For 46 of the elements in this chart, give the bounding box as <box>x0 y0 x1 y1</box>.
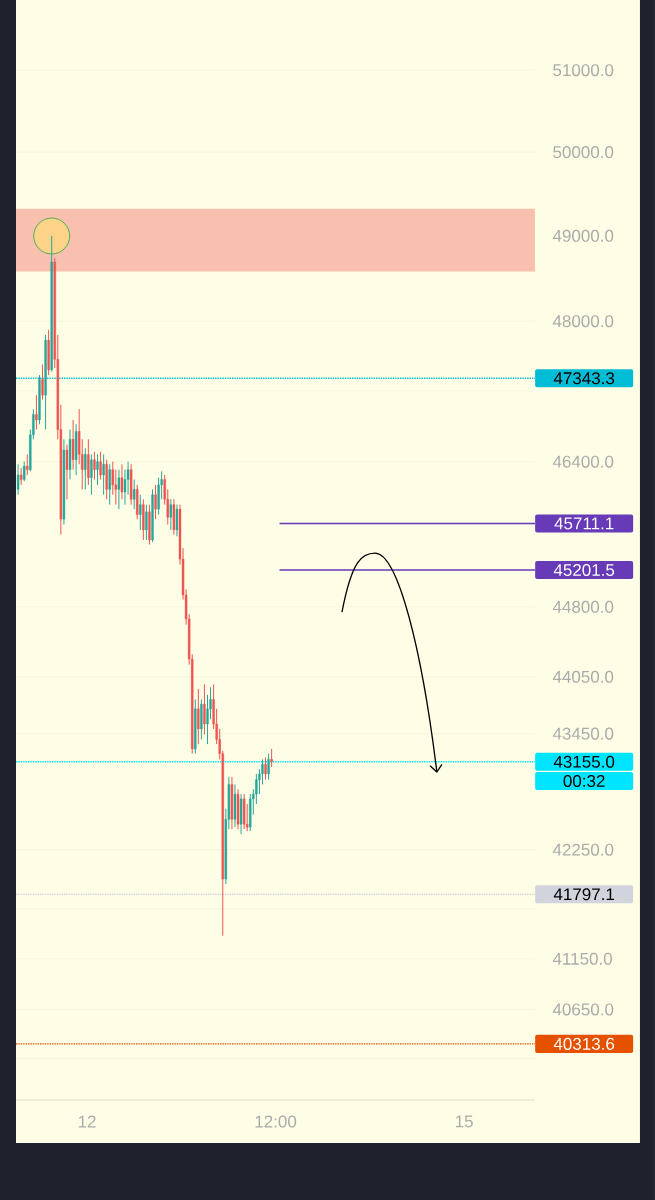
candlestick <box>84 447 87 490</box>
candlestick <box>23 461 26 482</box>
y-tick-label: 43450.0 <box>552 727 614 740</box>
ref-line-label: 41797.1 <box>553 888 615 901</box>
candlestick <box>154 484 157 520</box>
y-tick-label: 50000.0 <box>553 146 614 159</box>
candlestick <box>270 748 273 768</box>
candlestick <box>264 756 267 781</box>
candlestick <box>99 451 102 480</box>
candlestick <box>71 419 75 471</box>
candlestick <box>120 463 124 500</box>
candlestick <box>65 444 69 500</box>
candlestick <box>102 453 105 496</box>
ref-line-label: 45711.1 <box>554 517 614 530</box>
candlestick <box>87 438 90 486</box>
candlestick <box>35 394 38 431</box>
candlestick <box>133 479 136 510</box>
candlestick <box>267 753 270 781</box>
y-tick-label: 46400.0 <box>552 455 614 468</box>
ref-line-label: 45201.5 <box>553 563 615 577</box>
candlestick <box>93 451 96 480</box>
candlestick <box>96 453 99 486</box>
candlestick <box>108 463 111 506</box>
candlestick <box>41 364 44 401</box>
candlestick <box>203 683 206 736</box>
ref-line-label: 47343.3 <box>553 372 615 385</box>
y-tick-label: 49000.0 <box>552 229 614 242</box>
y-tick-label: 44800.0 <box>552 600 614 613</box>
candlestick <box>145 504 148 541</box>
y-tick-label: 42250.0 <box>552 843 614 856</box>
candlestick <box>90 453 93 496</box>
y-tick-label: 48000.0 <box>552 315 614 328</box>
text: 00:32 <box>563 774 605 787</box>
x-tick-label: 12:00 <box>255 1115 297 1128</box>
y-tick-label: 41150.0 <box>552 952 613 965</box>
candlestick <box>175 504 179 537</box>
candlestick <box>169 498 173 531</box>
candlestick <box>26 453 29 476</box>
candlestick <box>139 494 142 531</box>
y-tick-label: 40650.0 <box>552 1003 614 1016</box>
y-tick-label: 44050.0 <box>552 670 614 683</box>
x-tick-label: 15 <box>455 1115 473 1128</box>
x-tick-label: 12 <box>78 1115 96 1128</box>
ref-line-label: 40313.6 <box>553 1037 615 1050</box>
y-tick-label: 51000.0 <box>553 64 614 77</box>
ref-line-label: 43155.0 <box>553 755 615 768</box>
